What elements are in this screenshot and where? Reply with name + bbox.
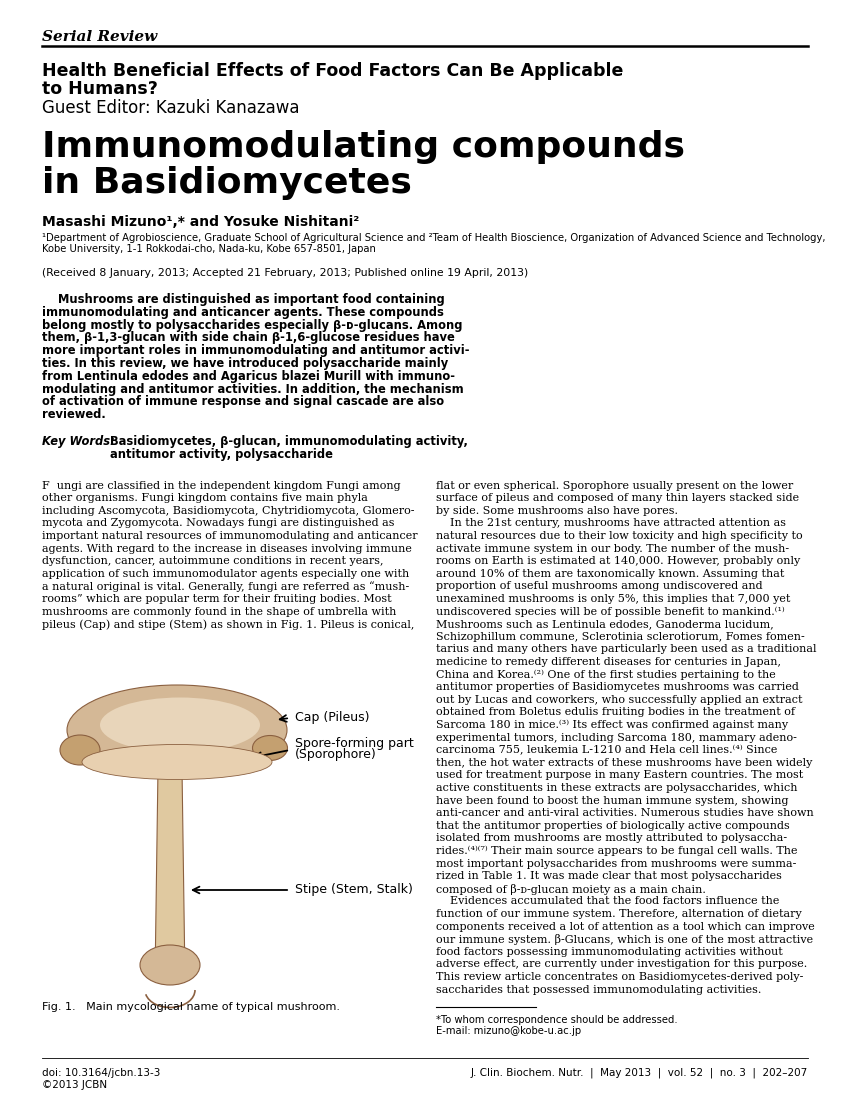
Text: Serial Review: Serial Review xyxy=(42,30,157,44)
Text: immunomodulating and anticancer agents. These compounds: immunomodulating and anticancer agents. … xyxy=(42,306,444,319)
Text: experimental tumors, including Sarcoma 180, mammary adeno-: experimental tumors, including Sarcoma 1… xyxy=(436,733,796,743)
Text: our immune system. β-Glucans, which is one of the most attractive: our immune system. β-Glucans, which is o… xyxy=(436,934,813,945)
Text: F  ungi are classified in the independent kingdom Fungi among: F ungi are classified in the independent… xyxy=(42,480,400,490)
Text: E-mail: mizuno@kobe-u.ac.jp: E-mail: mizuno@kobe-u.ac.jp xyxy=(436,1026,581,1036)
Text: function of our immune system. Therefore, alternation of dietary: function of our immune system. Therefore… xyxy=(436,909,802,919)
Text: components received a lot of attention as a tool which can improve: components received a lot of attention a… xyxy=(436,922,815,932)
Text: agents. With regard to the increase in diseases involving immune: agents. With regard to the increase in d… xyxy=(42,544,412,554)
Text: Fig. 1.   Main mycological name of typical mushroom.: Fig. 1. Main mycological name of typical… xyxy=(42,1002,340,1012)
Text: other organisms. Fungi kingdom contains five main phyla: other organisms. Fungi kingdom contains … xyxy=(42,493,368,503)
Text: antitumor activity, polysaccharide: antitumor activity, polysaccharide xyxy=(110,447,333,460)
Text: dysfunction, cancer, autoimmune conditions in recent years,: dysfunction, cancer, autoimmune conditio… xyxy=(42,556,383,566)
Text: pileus (Cap) and stipe (Stem) as shown in Fig. 1. Pileus is conical,: pileus (Cap) and stipe (Stem) as shown i… xyxy=(42,619,414,630)
Text: activate immune system in our body. The number of the mush-: activate immune system in our body. The … xyxy=(436,544,789,554)
Ellipse shape xyxy=(100,698,260,753)
Text: Spore-forming part: Spore-forming part xyxy=(295,737,414,750)
Text: Kobe University, 1-1 Rokkodai-cho, Nada-ku, Kobe 657-8501, Japan: Kobe University, 1-1 Rokkodai-cho, Nada-… xyxy=(42,244,376,254)
Ellipse shape xyxy=(67,685,287,775)
Text: obtained from Boletus edulis fruiting bodies in the treatment of: obtained from Boletus edulis fruiting bo… xyxy=(436,708,795,718)
Text: rized in Table 1. It was made clear that most polysaccharides: rized in Table 1. It was made clear that… xyxy=(436,872,782,881)
Text: This review article concentrates on Basidiomycetes-derived poly-: This review article concentrates on Basi… xyxy=(436,972,803,983)
Text: rides.⁽⁴⁾⁽⁷⁾ Their main source appears to be fungal cell walls. The: rides.⁽⁴⁾⁽⁷⁾ Their main source appears t… xyxy=(436,846,797,856)
Text: China and Korea.⁽²⁾ One of the first studies pertaining to the: China and Korea.⁽²⁾ One of the first stu… xyxy=(436,669,776,680)
Text: out by Lucas and coworkers, who successfully applied an extract: out by Lucas and coworkers, who successf… xyxy=(436,695,802,704)
Text: important natural resources of immunomodulating and anticancer: important natural resources of immunomod… xyxy=(42,531,417,541)
Text: then, the hot water extracts of these mushrooms have been widely: then, the hot water extracts of these mu… xyxy=(436,758,813,768)
Text: rooms on Earth is estimated at 140,000. However, probably only: rooms on Earth is estimated at 140,000. … xyxy=(436,556,800,566)
Text: Guest Editor: Kazuki Kanazawa: Guest Editor: Kazuki Kanazawa xyxy=(42,99,299,116)
Text: in Basidiomycetes: in Basidiomycetes xyxy=(42,166,412,200)
Text: Basidiomycetes, β-glucan, immunomodulating activity,: Basidiomycetes, β-glucan, immunomodulati… xyxy=(110,435,468,448)
Text: Stipe (Stem, Stalk): Stipe (Stem, Stalk) xyxy=(295,884,413,897)
Text: flat or even spherical. Sporophore usually present on the lower: flat or even spherical. Sporophore usual… xyxy=(436,480,793,490)
Text: composed of β-ᴅ-glucan moiety as a main chain.: composed of β-ᴅ-glucan moiety as a main … xyxy=(436,884,706,895)
Text: Masashi Mizuno¹,* and Yosuke Nishitani²: Masashi Mizuno¹,* and Yosuke Nishitani² xyxy=(42,215,360,229)
Text: proportion of useful mushrooms among undiscovered and: proportion of useful mushrooms among und… xyxy=(436,581,762,591)
Text: have been found to boost the human immune system, showing: have been found to boost the human immun… xyxy=(436,796,789,806)
Text: that the antitumor properties of biologically active compounds: that the antitumor properties of biologi… xyxy=(436,821,790,831)
Text: Health Beneficial Effects of Food Factors Can Be Applicable: Health Beneficial Effects of Food Factor… xyxy=(42,62,623,80)
Ellipse shape xyxy=(252,735,287,761)
Text: undiscovered species will be of possible benefit to mankind.⁽¹⁾: undiscovered species will be of possible… xyxy=(436,607,785,617)
Text: of activation of immune response and signal cascade are also: of activation of immune response and sig… xyxy=(42,396,444,409)
Ellipse shape xyxy=(140,945,200,985)
Text: (Sporophore): (Sporophore) xyxy=(295,748,377,761)
Text: food factors possessing immunomodulating activities without: food factors possessing immunomodulating… xyxy=(436,947,783,957)
Text: Evidences accumulated that the food factors influence the: Evidences accumulated that the food fact… xyxy=(436,897,779,907)
Text: *To whom correspondence should be addressed.: *To whom correspondence should be addres… xyxy=(436,1015,677,1025)
Ellipse shape xyxy=(60,735,100,765)
Text: Cap (Pileus): Cap (Pileus) xyxy=(295,711,370,724)
Text: Mushrooms such as Lentinula edodes, Ganoderma lucidum,: Mushrooms such as Lentinula edodes, Gano… xyxy=(436,619,774,630)
Text: them, β-1,3-glucan with side chain β-1,6-glucose residues have: them, β-1,3-glucan with side chain β-1,6… xyxy=(42,332,455,344)
Text: ties. In this review, we have introduced polysaccharide mainly: ties. In this review, we have introduced… xyxy=(42,357,448,370)
Text: mushrooms are commonly found in the shape of umbrella with: mushrooms are commonly found in the shap… xyxy=(42,607,396,617)
Text: from Lentinula edodes and Agaricus blazei Murill with immuno-: from Lentinula edodes and Agaricus blaze… xyxy=(42,369,455,382)
Text: Sarcoma 180 in mice.⁽³⁾ Its effect was confirmed against many: Sarcoma 180 in mice.⁽³⁾ Its effect was c… xyxy=(436,720,788,731)
Text: around 10% of them are taxonomically known. Assuming that: around 10% of them are taxonomically kno… xyxy=(436,569,785,579)
Text: ©2013 JCBN: ©2013 JCBN xyxy=(42,1080,107,1090)
Text: rooms” which are popular term for their fruiting bodies. Most: rooms” which are popular term for their … xyxy=(42,593,392,604)
Text: most important polysaccharides from mushrooms were summa-: most important polysaccharides from mush… xyxy=(436,858,796,868)
Text: Key Words:: Key Words: xyxy=(42,435,115,448)
Text: antitumor properties of Basidiomycetes mushrooms was carried: antitumor properties of Basidiomycetes m… xyxy=(436,682,799,692)
Text: mycota and Zygomycota. Nowadays fungi are distinguished as: mycota and Zygomycota. Nowadays fungi ar… xyxy=(42,519,394,529)
Text: belong mostly to polysaccharides especially β-ᴅ-glucans. Among: belong mostly to polysaccharides especia… xyxy=(42,319,462,332)
Text: natural resources due to their low toxicity and high specificity to: natural resources due to their low toxic… xyxy=(436,531,802,541)
Text: reviewed.: reviewed. xyxy=(42,408,105,421)
Text: surface of pileus and composed of many thin layers stacked side: surface of pileus and composed of many t… xyxy=(436,493,799,503)
Text: isolated from mushrooms are mostly attributed to polysaccha-: isolated from mushrooms are mostly attri… xyxy=(436,833,787,843)
Text: medicine to remedy different diseases for centuries in Japan,: medicine to remedy different diseases fo… xyxy=(436,657,781,667)
Text: a natural original is vital. Generally, fungi are referred as “mush-: a natural original is vital. Generally, … xyxy=(42,581,409,592)
Text: anti-cancer and anti-viral activities. Numerous studies have shown: anti-cancer and anti-viral activities. N… xyxy=(436,808,813,818)
Text: to Humans?: to Humans? xyxy=(42,80,158,98)
Polygon shape xyxy=(155,768,185,980)
Text: application of such immunomodulator agents especially one with: application of such immunomodulator agen… xyxy=(42,569,409,579)
Text: modulating and antitumor activities. In addition, the mechanism: modulating and antitumor activities. In … xyxy=(42,382,464,396)
Text: ¹Department of Agrobioscience, Graduate School of Agricultural Science and ²Team: ¹Department of Agrobioscience, Graduate … xyxy=(42,233,825,243)
Text: more important roles in immunomodulating and antitumor activi-: more important roles in immunomodulating… xyxy=(42,344,469,357)
Text: saccharides that possessed immunomodulating activities.: saccharides that possessed immunomodulat… xyxy=(436,985,762,995)
Text: Immunomodulating compounds: Immunomodulating compounds xyxy=(42,130,685,164)
Text: by side. Some mushrooms also have pores.: by side. Some mushrooms also have pores. xyxy=(436,506,678,515)
Ellipse shape xyxy=(82,744,272,779)
Text: In the 21st century, mushrooms have attracted attention as: In the 21st century, mushrooms have attr… xyxy=(436,519,786,529)
Text: carcinoma 755, leukemia L-1210 and Hela cell lines.⁽⁴⁾ Since: carcinoma 755, leukemia L-1210 and Hela … xyxy=(436,745,778,755)
Text: J. Clin. Biochem. Nutr.  |  May 2013  |  vol. 52  |  no. 3  |  202–207: J. Clin. Biochem. Nutr. | May 2013 | vol… xyxy=(471,1068,808,1078)
Text: doi: 10.3164/jcbn.13-3: doi: 10.3164/jcbn.13-3 xyxy=(42,1068,161,1078)
Text: active constituents in these extracts are polysaccharides, which: active constituents in these extracts ar… xyxy=(436,782,797,793)
Text: tarius and many others have particularly been used as a traditional: tarius and many others have particularly… xyxy=(436,644,817,654)
Text: unexamined mushrooms is only 5%, this implies that 7,000 yet: unexamined mushrooms is only 5%, this im… xyxy=(436,593,790,604)
Text: Mushrooms are distinguished as important food containing: Mushrooms are distinguished as important… xyxy=(42,293,445,306)
Text: Schizophillum commune, Sclerotinia sclerotiorum, Fomes fomen-: Schizophillum commune, Sclerotinia scler… xyxy=(436,632,805,642)
Text: adverse effect, are currently under investigation for this purpose.: adverse effect, are currently under inve… xyxy=(436,959,808,969)
Text: used for treatment purpose in many Eastern countries. The most: used for treatment purpose in many Easte… xyxy=(436,770,803,780)
Text: including Ascomycota, Basidiomycota, Chytridiomycota, Glomero-: including Ascomycota, Basidiomycota, Chy… xyxy=(42,506,415,515)
Text: (Received 8 January, 2013; Accepted 21 February, 2013; Published online 19 April: (Received 8 January, 2013; Accepted 21 F… xyxy=(42,268,528,278)
